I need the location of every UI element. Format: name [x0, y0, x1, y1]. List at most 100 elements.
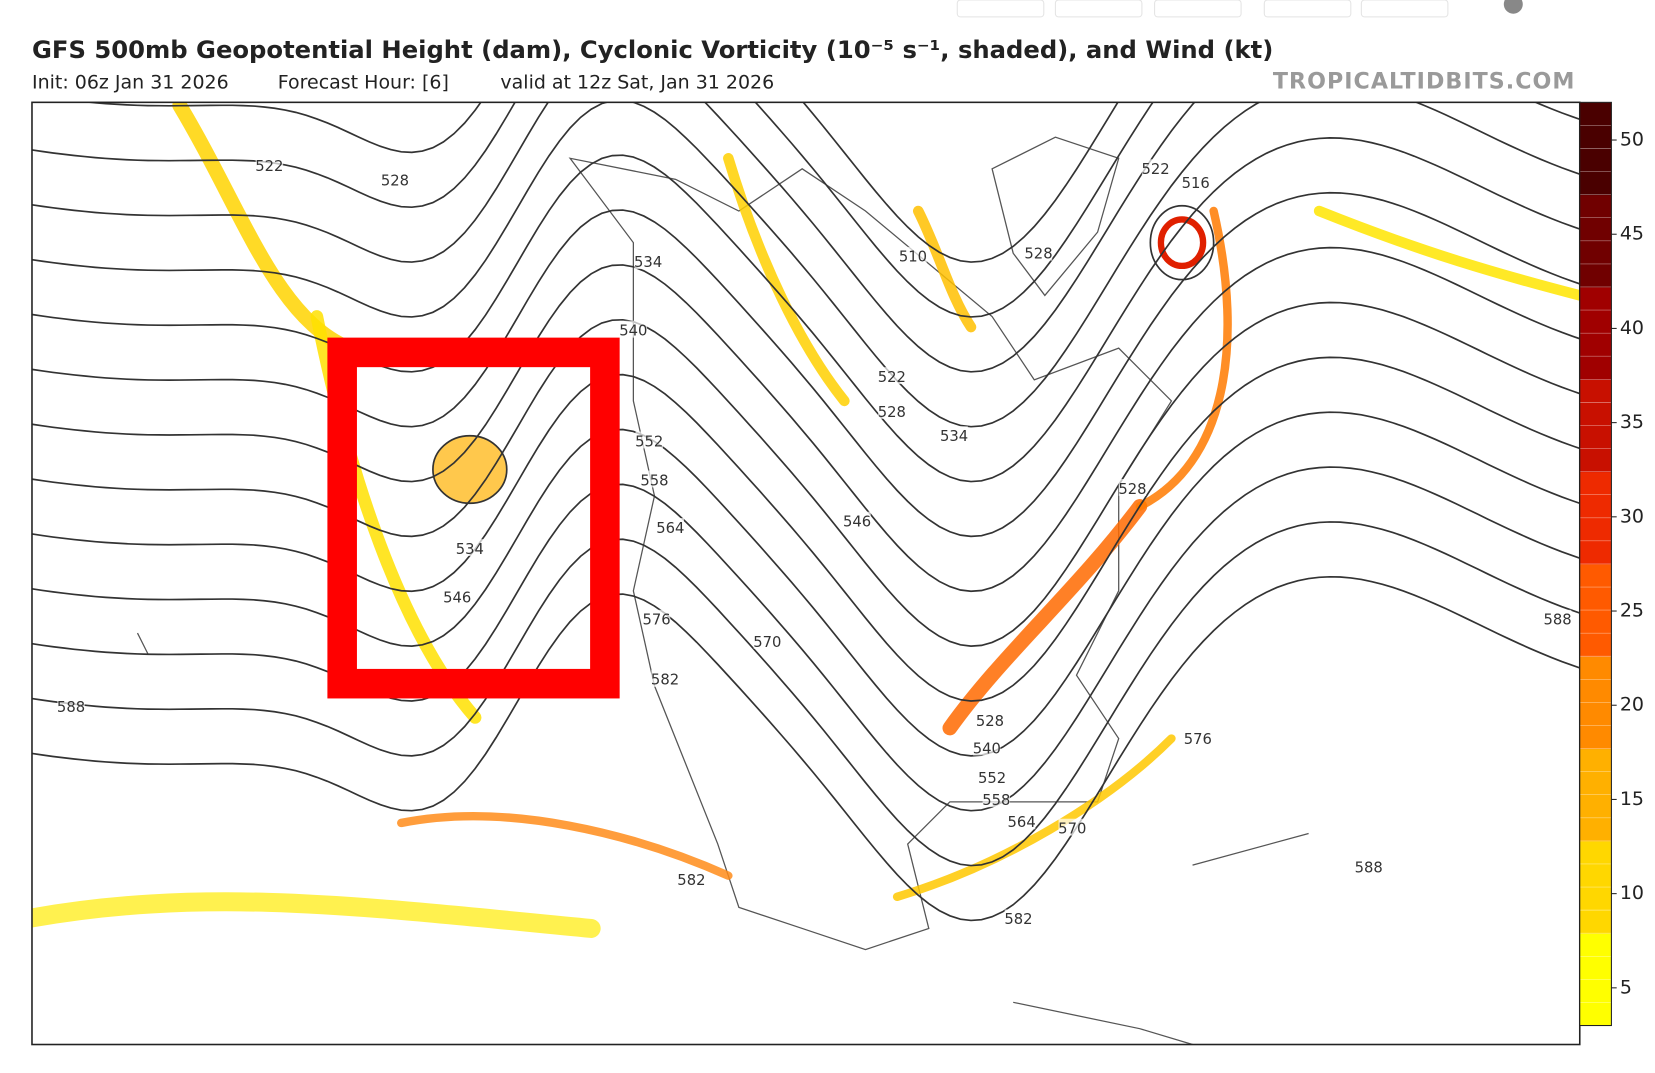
contour-label-bg — [456, 539, 484, 557]
height-contour — [31, 246, 1580, 593]
contour-label-bg — [1141, 159, 1170, 177]
coastline — [136, 632, 1309, 1045]
contour-label-bg — [1007, 812, 1036, 830]
colorbar-tick-label: 35 — [1620, 411, 1644, 433]
height-contour — [31, 466, 1580, 812]
contour-label: 582 — [677, 872, 705, 889]
contour-label-bg — [677, 870, 706, 888]
contour-label: 546 — [443, 589, 471, 606]
contour-label-bg — [982, 790, 1011, 808]
contour-label: 564 — [1008, 814, 1036, 831]
height-contour — [432, 434, 508, 505]
contour-label: 516 — [1182, 175, 1210, 192]
contour-label: 552 — [635, 433, 663, 450]
button[interactable] — [1154, 0, 1242, 18]
map-layers: 522 528 534 540 552 558 564 576 582 570 546 534 528 5… — [31, 102, 1580, 1045]
button[interactable] — [1360, 0, 1449, 18]
contour-label-bg — [1182, 173, 1210, 190]
contour-label-bg — [978, 768, 1006, 785]
vorticity-shading — [397, 812, 733, 880]
contour-label: 540 — [973, 740, 1001, 757]
contour-label-bg — [443, 587, 471, 605]
colorbar-tick-label: 40 — [1620, 317, 1644, 339]
contour-label-bg — [878, 367, 906, 385]
button[interactable] — [1054, 0, 1143, 18]
settings-icon[interactable] — [1503, 0, 1523, 14]
contour-label-bg — [1184, 729, 1212, 746]
vorticity-shading — [1157, 216, 1207, 270]
contour-label: 582 — [1004, 911, 1032, 928]
colorbar-tick-label: 45 — [1620, 223, 1644, 245]
contour-label: 570 — [1058, 821, 1086, 838]
contour-label-bg — [619, 320, 648, 338]
map-area — [31, 102, 1580, 1045]
contour-label-bg — [635, 431, 663, 449]
contour-label-bg — [1024, 243, 1053, 261]
height-contour — [31, 301, 1580, 647]
contour-label: 546 — [843, 513, 871, 530]
height-contour — [1149, 204, 1215, 281]
contour-label: 588 — [1544, 612, 1572, 629]
contour-label: 522 — [878, 369, 906, 386]
valid-time: valid at 12z Sat, Jan 31 2026 — [500, 72, 774, 94]
colorbar-tick-label: 50 — [1620, 129, 1644, 151]
contour-label: 588 — [1355, 860, 1383, 877]
highlight-box — [327, 337, 620, 699]
contour-label-bg — [753, 631, 782, 649]
contour-label-bg — [634, 252, 662, 270]
vorticity-shading — [723, 152, 850, 407]
colorbar-tick-label: 10 — [1620, 882, 1644, 904]
contour-label: 540 — [619, 323, 647, 340]
colorbar-tick-label: 20 — [1620, 694, 1644, 716]
vorticity-shading — [432, 435, 507, 504]
contour-label: 528 — [1024, 245, 1052, 262]
height-contour — [31, 191, 1580, 538]
vorticity-shading — [1135, 206, 1232, 511]
height-contour — [31, 102, 1580, 428]
contour-label: 528 — [1118, 481, 1146, 498]
watermark: TROPICALTIDBITS.COM — [1273, 69, 1576, 95]
height-contour — [31, 137, 1580, 483]
contour-label-bg — [1118, 478, 1147, 496]
coastline — [991, 136, 1120, 297]
contour-label-bg — [899, 246, 927, 264]
contour-label: 582 — [651, 672, 679, 689]
height-contour — [31, 356, 1580, 702]
contour-label: 510 — [899, 249, 927, 266]
height-contour — [31, 575, 1580, 922]
contour-label-bg — [1355, 857, 1383, 875]
height-contour — [31, 102, 1580, 373]
contour-label-bg — [57, 697, 85, 715]
contour-label: 570 — [753, 634, 781, 651]
contour-label: 528 — [878, 404, 906, 421]
contour-label-bg — [255, 156, 284, 174]
colorbar-tick-label: 25 — [1620, 600, 1644, 622]
vorticity-shading — [942, 499, 1148, 736]
colorbar-tick-label: 5 — [1620, 976, 1632, 998]
contour-label-bg — [642, 609, 671, 627]
contour-label: 528 — [381, 173, 409, 190]
button[interactable] — [1263, 0, 1352, 18]
contour-label: 564 — [656, 520, 684, 537]
vorticity-shading — [31, 892, 601, 938]
contour-label: 522 — [1142, 161, 1170, 178]
contour-label: 576 — [1184, 731, 1212, 748]
contour-label: 558 — [982, 792, 1010, 809]
contour-label-bg — [1058, 818, 1086, 836]
colorbar-frame — [1579, 101, 1612, 1027]
contour-label: 552 — [978, 770, 1006, 787]
contour-label-bg — [1543, 609, 1572, 627]
contour-label-bg — [381, 170, 409, 188]
vorticity-shading — [892, 734, 1176, 902]
contour-label-bg — [878, 401, 906, 419]
height-contour — [31, 102, 1154, 318]
contour-label: 528 — [976, 713, 1004, 730]
height-contour — [82, 102, 1119, 263]
button[interactable] — [956, 0, 1045, 18]
contour-label: 522 — [255, 158, 283, 175]
contour-label-bg — [1004, 909, 1033, 927]
init-time: Init: 06z Jan 31 2026 — [32, 72, 229, 94]
colorbar-tick-label: 30 — [1620, 505, 1644, 527]
contour-label: 534 — [634, 254, 662, 271]
